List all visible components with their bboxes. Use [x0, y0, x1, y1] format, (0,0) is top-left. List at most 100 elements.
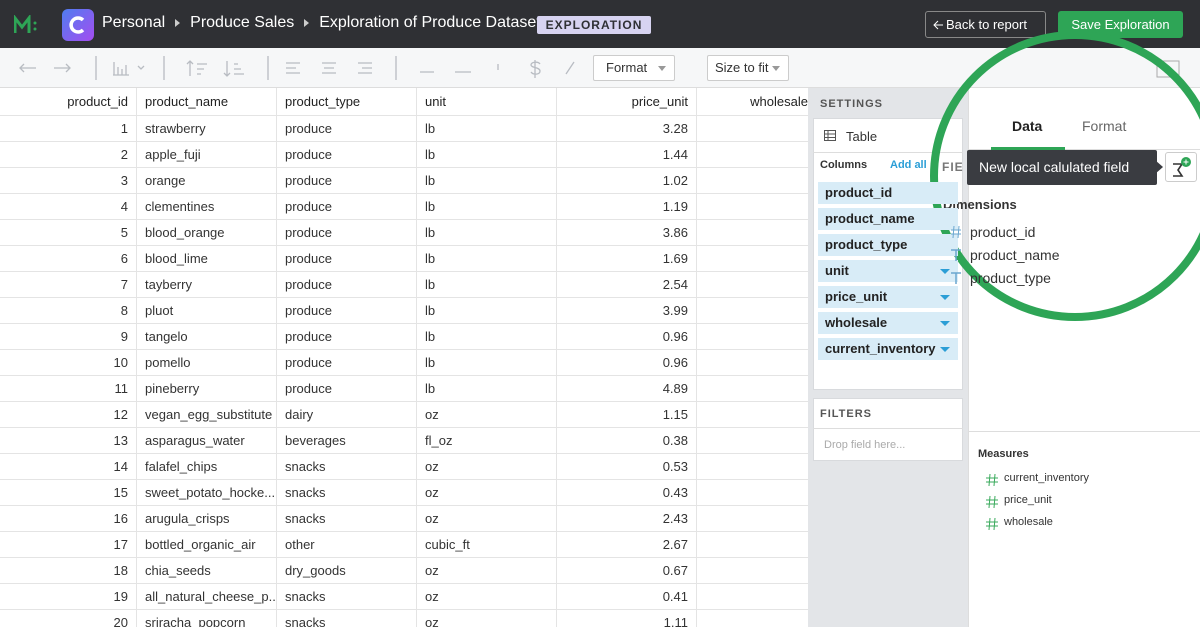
settings-title: SETTINGS: [820, 98, 884, 110]
dimension-field[interactable]: product_name: [970, 247, 1060, 263]
table-cell: produce: [277, 116, 417, 142]
data-tab[interactable]: Data: [1012, 118, 1043, 134]
table-cell: oz: [417, 558, 557, 584]
panel-toggle[interactable]: [1156, 60, 1180, 78]
tooltip: New local calulated field: [967, 150, 1157, 185]
format-dropdown[interactable]: Format: [593, 55, 675, 81]
breadcrumb-item[interactable]: Personal: [102, 14, 166, 31]
table-cell: sriracha_popcorn: [137, 610, 277, 627]
data-table: product_id product_name product_type unit pr…: [0, 88, 808, 627]
measure-icon: [986, 495, 998, 513]
table-cell: 4: [0, 194, 137, 220]
measure-field[interactable]: wholesale: [1004, 516, 1053, 528]
measure-field[interactable]: price_unit: [1004, 494, 1052, 506]
table-cell: produce: [277, 194, 417, 220]
table-cell: pomello: [137, 350, 277, 376]
table-cell: 0.53: [557, 454, 697, 480]
viz-type[interactable]: Table: [846, 129, 878, 144]
table-cell: oz: [417, 402, 557, 428]
table-cell: 1.02: [557, 168, 697, 194]
size-dropdown[interactable]: Size to fit: [707, 55, 789, 81]
table-cell: 2.43: [557, 506, 697, 532]
format-label: Format: [606, 60, 648, 75]
table-cell: falafel_chips: [137, 454, 277, 480]
table-cell: [697, 454, 808, 480]
add-all[interactable]: Add all: [890, 159, 927, 171]
column-header[interactable]: product_name: [137, 88, 277, 116]
table-cell: [697, 324, 808, 350]
table-cell: 1.19: [557, 194, 697, 220]
column-header[interactable]: price_unit: [557, 88, 697, 116]
table-cell: lb: [417, 376, 557, 402]
table-cell: pineberry: [137, 376, 277, 402]
table-cell: [697, 506, 808, 532]
table-cell: dry_goods: [277, 558, 417, 584]
column-header[interactable]: product_id: [0, 88, 137, 116]
table-cell: 0.38: [557, 428, 697, 454]
table-cell: lb: [417, 324, 557, 350]
table-cell: 1.15: [557, 402, 697, 428]
table-cell: apple_fuji: [137, 142, 277, 168]
table-cell: 3.99: [557, 298, 697, 324]
size-label: Size to fit: [715, 60, 769, 75]
table-cell: produce: [277, 246, 417, 272]
table-cell: 3.86: [557, 220, 697, 246]
table-cell: [697, 194, 808, 220]
table-cell: asparagus_water: [137, 428, 277, 454]
measure-icon: [986, 517, 998, 535]
column-pill[interactable]: unit: [818, 260, 958, 282]
format-tab[interactable]: Format: [1082, 118, 1127, 134]
table-cell: 0.67: [557, 558, 697, 584]
table-cell: vegan_egg_substitute: [137, 402, 277, 428]
table-cell: [697, 246, 808, 272]
column-pill[interactable]: product_name: [818, 208, 958, 230]
column-pill[interactable]: price_unit: [818, 286, 958, 308]
table-cell: 3.28: [557, 116, 697, 142]
table-cell: 18: [0, 558, 137, 584]
table-cell: chia_seeds: [137, 558, 277, 584]
column-pill[interactable]: product_id: [818, 182, 958, 204]
table-cell: produce: [277, 376, 417, 402]
table-cell: bottled_organic_air: [137, 532, 277, 558]
table-cell: oz: [417, 584, 557, 610]
table-cell: lb: [417, 272, 557, 298]
back-button[interactable]: Back to report: [925, 11, 1046, 38]
table-cell: 2: [0, 142, 137, 168]
table-cell: cubic_ft: [417, 532, 557, 558]
column-header[interactable]: product_type: [277, 88, 417, 116]
table-cell: oz: [417, 480, 557, 506]
table-cell: 2.67: [557, 532, 697, 558]
table-cell: tayberry: [137, 272, 277, 298]
column-pill[interactable]: product_type: [818, 234, 958, 256]
column-pill[interactable]: wholesale: [818, 312, 958, 334]
save-button[interactable]: Save Exploration: [1058, 11, 1183, 38]
pill-caret: [940, 269, 950, 274]
table-cell: [697, 428, 808, 454]
toolbar-icons: [19, 56, 575, 80]
table-cell: 19: [0, 584, 137, 610]
calc-field-button[interactable]: [1165, 152, 1197, 182]
table-cell: [697, 480, 808, 506]
table-cell: oz: [417, 506, 557, 532]
table-cell: 0.43: [557, 480, 697, 506]
workspace-icon[interactable]: [62, 9, 94, 41]
measure-field[interactable]: current_inventory: [1004, 472, 1089, 484]
breadcrumb-item[interactable]: Produce Sales: [190, 14, 295, 31]
dimension-field[interactable]: product_type: [970, 270, 1051, 286]
table-cell: lb: [417, 168, 557, 194]
table-cell: other: [277, 532, 417, 558]
column-pill[interactable]: current_inventory: [818, 338, 958, 360]
column-header[interactable]: wholesale: [697, 88, 808, 116]
pill-caret: [940, 347, 950, 352]
breadcrumb-item[interactable]: Exploration of Produce Dataset: [319, 14, 541, 31]
column-header[interactable]: unit: [417, 88, 557, 116]
dimension-field[interactable]: product_id: [970, 224, 1036, 240]
table-cell: produce: [277, 324, 417, 350]
pill-caret: [940, 321, 950, 326]
table-cell: [697, 558, 808, 584]
dimension-icon: [950, 248, 962, 265]
table-cell: [697, 116, 808, 142]
table-cell: 3: [0, 168, 137, 194]
table-cell: [697, 168, 808, 194]
